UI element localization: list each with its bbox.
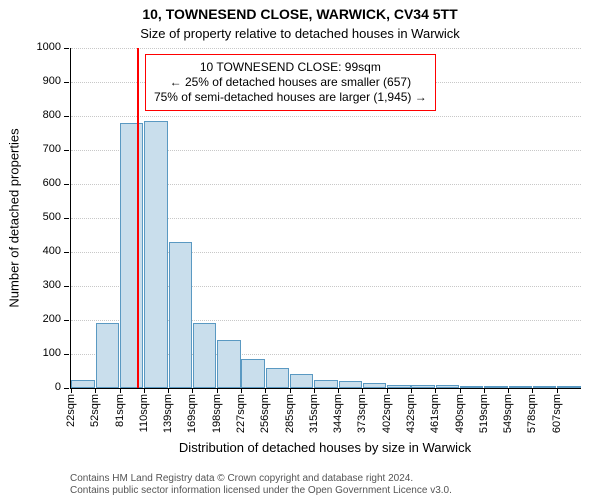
x-axis-label: Distribution of detached houses by size … <box>70 440 580 455</box>
chart-title: 10, TOWNESEND CLOSE, WARWICK, CV34 5TT <box>0 6 600 22</box>
y-tick-label: 500 <box>43 211 61 223</box>
x-tick-label: 227sqm <box>235 394 247 433</box>
histogram-bar <box>120 123 144 388</box>
histogram-bar <box>339 381 363 388</box>
y-tick-label: 900 <box>43 75 61 87</box>
x-tick-label: 432sqm <box>405 394 417 433</box>
histogram-bar <box>290 374 314 388</box>
y-tick-label: 0 <box>55 381 61 393</box>
x-tick-label: 81sqm <box>114 394 126 427</box>
x-tick-label: 461sqm <box>429 394 441 433</box>
y-axis-label: Number of detached properties <box>7 128 22 307</box>
x-tick-label: 139sqm <box>162 394 174 433</box>
x-tick-label: 110sqm <box>138 394 150 432</box>
marker-annotation: 10 TOWNESEND CLOSE: 99sqm← 25% of detach… <box>145 54 436 111</box>
x-tick-label: 402sqm <box>381 394 393 433</box>
x-tick-label: 519sqm <box>478 394 490 433</box>
histogram-bar <box>169 242 193 388</box>
histogram-bar <box>71 380 95 389</box>
y-tick-label: 700 <box>43 143 61 155</box>
y-tick-label: 1000 <box>37 41 61 53</box>
annotation-line: 75% of semi-detached houses are larger (… <box>154 90 427 105</box>
x-tick-label: 315sqm <box>308 394 320 433</box>
histogram-bar <box>363 383 387 388</box>
x-tick-label: 607sqm <box>551 394 563 433</box>
histogram-bar <box>266 368 290 388</box>
histogram-bar <box>241 359 265 388</box>
x-tick-label: 198sqm <box>211 394 223 433</box>
x-tick-label: 344sqm <box>332 394 344 433</box>
gridline <box>71 116 581 117</box>
x-tick-label: 256sqm <box>259 394 271 433</box>
y-tick-label: 300 <box>43 279 61 291</box>
x-tick-label: 549sqm <box>502 394 514 433</box>
footnote-line: Contains public sector information licen… <box>70 485 590 497</box>
chart-container: { "title_main": "10, TOWNESEND CLOSE, WA… <box>0 0 600 500</box>
annotation-line: ← 25% of detached houses are smaller (65… <box>154 75 427 90</box>
chart-subtitle: Size of property relative to detached ho… <box>0 26 600 41</box>
histogram-bar <box>387 385 411 388</box>
histogram-bar <box>436 385 460 388</box>
marker-line <box>137 48 139 388</box>
x-tick-label: 578sqm <box>526 394 538 433</box>
histogram-bar <box>144 121 168 388</box>
histogram-bar <box>509 386 533 388</box>
x-tick-label: 490sqm <box>454 394 466 433</box>
histogram-bar <box>533 386 557 388</box>
y-tick-label: 800 <box>43 109 61 121</box>
y-tick-label: 100 <box>43 347 61 359</box>
histogram-bar <box>484 386 508 388</box>
x-tick-label: 373sqm <box>356 394 368 433</box>
footnote-line: Contains HM Land Registry data © Crown c… <box>70 473 590 485</box>
histogram-bar <box>96 323 120 388</box>
y-tick-label: 200 <box>43 313 61 325</box>
x-tick-label: 52sqm <box>89 394 101 427</box>
x-tick-label: 169sqm <box>186 394 198 433</box>
annotation-line: 10 TOWNESEND CLOSE: 99sqm <box>154 60 427 75</box>
histogram-bar <box>460 386 484 388</box>
y-tick-label: 400 <box>43 245 61 257</box>
histogram-bar <box>193 323 217 388</box>
histogram-bar <box>314 380 338 389</box>
y-tick-label: 600 <box>43 177 61 189</box>
histogram-bar <box>557 386 581 388</box>
gridline <box>71 48 581 49</box>
chart-footnote: Contains HM Land Registry data © Crown c… <box>70 473 590 496</box>
plot-area: 0100200300400500600700800900100022sqm52s… <box>70 48 581 389</box>
x-tick-label: 22sqm <box>65 394 77 427</box>
x-tick-label: 285sqm <box>284 394 296 433</box>
histogram-bar <box>217 340 241 388</box>
histogram-bar <box>411 385 435 388</box>
